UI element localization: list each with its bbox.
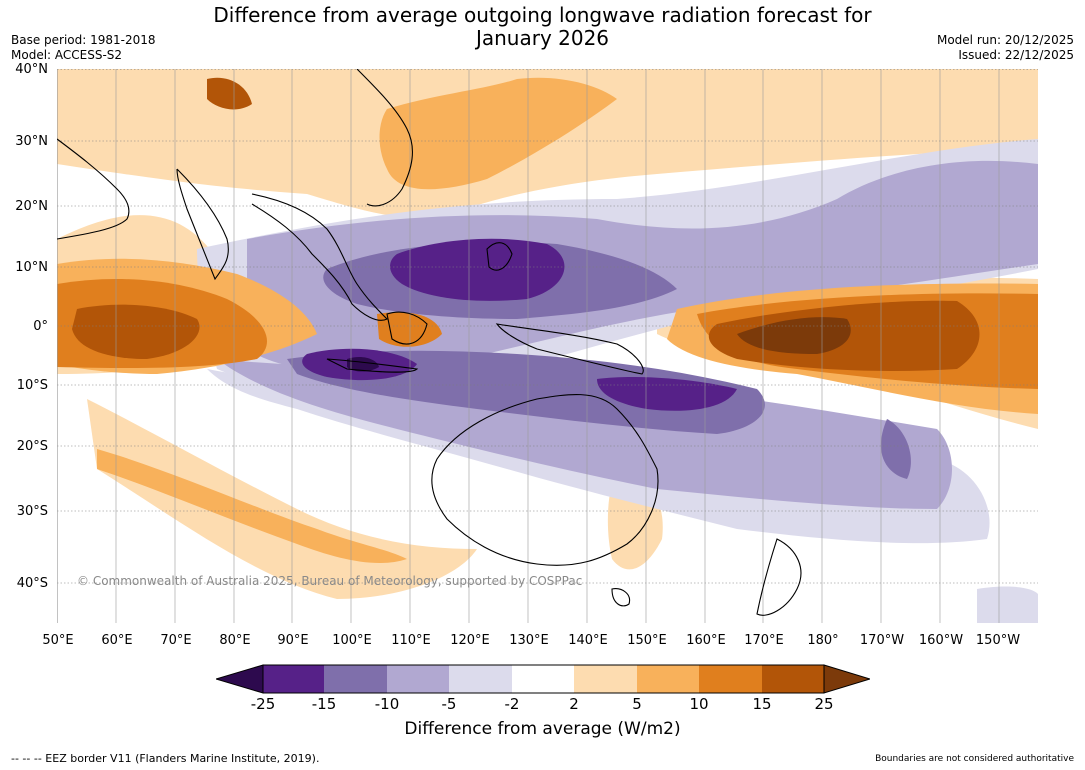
lon-label: 150°W [975,633,1021,648]
coastlines [57,69,802,616]
colorbar-title: Difference from average (W/m2) [404,719,681,739]
lon-label: 110°E [391,633,431,648]
borneo-coast [386,311,428,345]
colorbar-label: -2 [504,695,520,713]
south-indian-positive-band [97,449,407,564]
south-pacific-negative-core [880,419,911,479]
olr-anomaly-map: © Commonwealth of Australia 2025, Bureau… [57,69,1038,623]
meta-left: Base period: 1981-2018 Model: ACCESS-S2 [11,33,156,63]
lon-label: 80°E [219,633,251,648]
lon-label: 150°E [627,633,667,648]
colorbar-label: -15 [311,695,337,713]
map-title: Difference from average outgoing longwav… [0,4,1085,50]
lon-label: 60°E [101,633,133,648]
lon-label: 90°E [277,633,309,648]
philippine-sea-core [390,238,565,301]
longitude-gridlines [57,69,1000,623]
borneo-strong [377,312,442,347]
philippines-coast [486,242,513,271]
colorbar-label: 2 [569,695,579,713]
colorbar-label: 15 [752,695,772,713]
lat-label: 40°S [16,576,48,591]
lat-label: 10°N [15,260,48,275]
colorbar-segment [762,665,824,693]
new-guinea-coast [495,323,644,375]
latitude-gridlines [57,69,1038,584]
colorbar-label: -10 [374,695,400,713]
title-line-1: Difference from average outgoing longwav… [213,3,872,27]
lat-label: 20°N [15,199,48,214]
lat-label: 10°S [16,378,48,393]
lon-label: 170°E [744,633,784,648]
indian-ocean-core [72,304,200,359]
eez-note: -- -- -- EEZ border V11 (Flanders Marine… [11,752,320,765]
colorbar [216,664,870,694]
colorbar-segment [637,665,699,693]
colorbar-border [262,664,825,694]
lon-label: 70°E [160,633,192,648]
colorbar-segment [263,665,324,693]
lon-label: 140°E [568,633,608,648]
colorbar-segment [512,665,574,693]
issued-date: Issued: 22/12/2025 [958,48,1074,62]
indochina-coast [251,193,388,321]
south-pacific-negative-patch [977,586,1038,623]
lat-label: 0° [33,319,48,334]
tibet-core [207,77,252,110]
tasmania-coast [611,588,631,607]
colorbar-segment [574,665,637,693]
java-coast [326,358,419,373]
anomaly-very-strong-negative [302,238,737,411]
colorbar-segment [699,665,762,693]
anomaly-extreme-negative [347,356,379,372]
arabia-coast [57,138,130,240]
model-name: Model: ACCESS-S2 [11,48,123,62]
lon-label: 120°E [450,633,490,648]
boundaries-note: Boundaries are not considered authoritat… [875,754,1074,764]
meta-right: Model run: 20/12/2025 Issued: 22/12/2025 [937,33,1074,63]
new-zealand-coast [756,538,802,616]
lon-label: 160°W [918,633,964,648]
lon-label: 170°W [859,633,905,648]
colorbar-segment [449,665,512,693]
australia-coast [431,394,659,566]
lon-label: 160°E [686,633,726,648]
lon-label: 50°E [42,633,74,648]
base-period: Base period: 1981-2018 [11,33,156,47]
colorbar-segment [324,665,387,693]
lat-label: 30°N [15,134,48,149]
india-coast [176,168,229,281]
title-line-2: January 2026 [475,26,610,50]
colorbar-segment [387,665,449,693]
colorbar-left-arrow [216,664,264,694]
colorbar-label: -5 [441,695,457,713]
colorbar-label: 10 [689,695,709,713]
china-coast [356,69,413,207]
copyright-watermark: © Commonwealth of Australia 2025, Bureau… [77,574,582,588]
lon-label: 130°E [509,633,549,648]
model-run: Model run: 20/12/2025 [936,33,1074,47]
lat-label: 30°S [16,504,48,519]
colorbar-label: -25 [250,695,276,713]
lat-label: 40°N [15,62,48,77]
colorbar-right-arrow [823,664,870,694]
coral-core [597,377,737,411]
lon-label: 100°E [332,633,372,648]
lon-label: 180° [807,633,839,648]
anomaly-extreme-positive [737,317,851,354]
colorbar-label: 25 [814,695,834,713]
colorbar-label: 5 [632,695,642,713]
lat-label: 20°S [16,439,48,454]
china-positive [379,77,617,190]
